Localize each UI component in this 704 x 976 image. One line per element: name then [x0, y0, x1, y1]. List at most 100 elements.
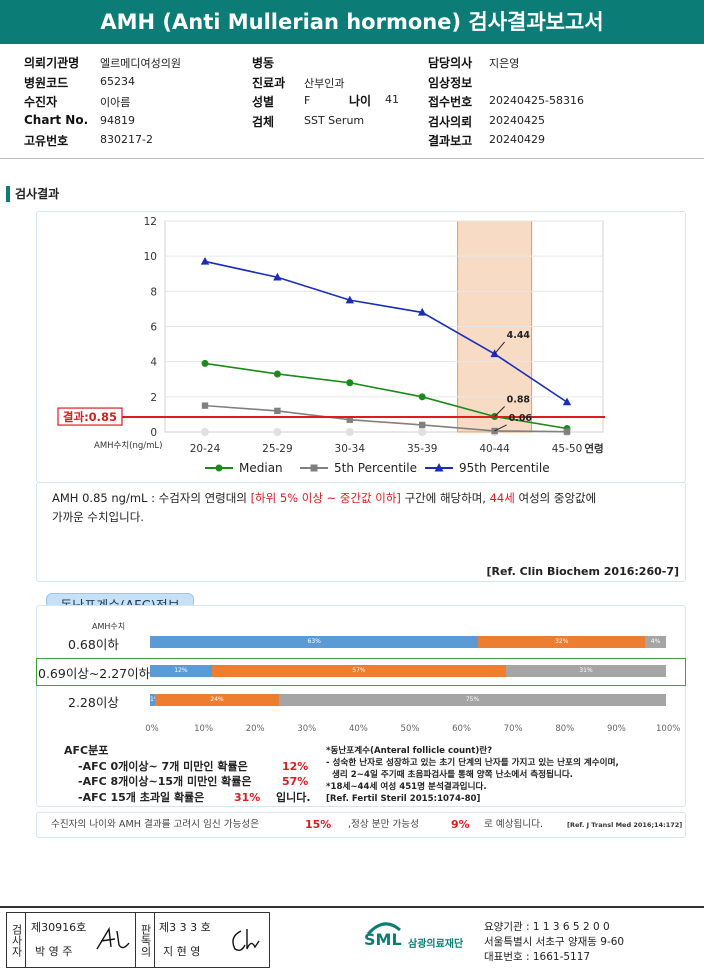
sml-logo-mark	[366, 922, 401, 936]
interp-suffix: 여성의 중앙값에	[514, 491, 597, 505]
signature-1	[96, 926, 130, 950]
box1-label: 검사자	[7, 913, 26, 967]
header-label: 병동	[252, 56, 275, 70]
y-tick-label: 2	[150, 392, 157, 404]
header-value: 이아름	[100, 96, 131, 109]
header-value: 20240425	[489, 113, 545, 127]
pregnancy-panel: 수진자의 나이와 AMH 결과를 고려시 임신 가능성은 15% ,정상 분만 …	[36, 812, 686, 838]
header-label: 고유번호	[24, 134, 69, 148]
data-point	[418, 393, 426, 401]
data-label-leader	[494, 424, 507, 432]
series-line	[204, 362, 568, 430]
interp-reference: [Ref. Clin Biochem 2016:260-7]	[486, 565, 679, 578]
afc-bar-segment: 63%	[150, 636, 479, 648]
x-axis-suffix: 연령	[584, 442, 603, 455]
x-axis-dot	[273, 428, 282, 436]
afc-dist-text: -AFC 15개 초과일 확률은	[78, 790, 205, 804]
data-label: 0.88	[507, 395, 531, 406]
interp-line2: 가까운 수치입니다.	[52, 510, 144, 524]
y-tick-label: 6	[150, 322, 157, 334]
interp-mid: 구간에 해당하며,	[400, 491, 490, 505]
header-label: 성별	[252, 95, 275, 109]
header-label: 진료과	[252, 75, 286, 90]
data-label-leader	[494, 406, 505, 417]
header-value: 산부인과	[304, 76, 345, 90]
header-label: 임상정보	[428, 75, 473, 90]
afc-dist-value: 12%	[282, 759, 309, 773]
afc-bar-segment: 75%	[279, 694, 666, 706]
afc-dist-title: AFC분포	[64, 744, 109, 757]
data-point	[273, 370, 281, 378]
data-point	[563, 428, 571, 435]
data-point	[274, 407, 281, 415]
afc-bar: 1%24%75%	[150, 694, 666, 706]
afc-bar-segment: 57%	[211, 665, 507, 677]
header-value: SST Serum	[304, 113, 365, 127]
data-point	[200, 256, 210, 265]
y-tick-label: 12	[144, 216, 157, 228]
age-label: 나이	[349, 94, 372, 108]
afc-x-tick: 0%	[145, 724, 159, 734]
x-axis-dot	[418, 428, 427, 436]
interp-age: 44세	[489, 491, 515, 505]
header-label: 수진자	[24, 95, 58, 109]
sml-logo: SML 삼광의료재단	[364, 920, 484, 956]
data-label: 0.06	[509, 413, 533, 424]
preg-text-3: 로 예상됩니다.	[484, 819, 544, 830]
series-line	[204, 404, 568, 433]
afc-x-tick: 50%	[400, 724, 420, 734]
data-label-leader	[494, 341, 505, 355]
y-tick-label: 10	[144, 251, 157, 263]
data-point	[345, 295, 354, 304]
afc-note-line: - 성숙한 난자로 성장하고 있는 초기 단계의 난자를 가지고 있는 난포의 …	[326, 758, 619, 768]
afc-x-tick: 10%	[194, 724, 214, 734]
header-value: 엘르메디여성의원	[100, 57, 181, 70]
box2-name: 지 현 영	[163, 945, 201, 958]
afc-bar-segment: 32%	[478, 636, 646, 648]
afc-bar: 12% 57% 31%	[150, 665, 666, 677]
logo-org-text: 삼광의료재단	[408, 939, 464, 950]
y-tick-label: 8	[150, 286, 157, 298]
afc-bar-segment: 31%	[506, 665, 666, 677]
afc-dist-line: -AFC 0개이상~ 7개 미만인 확률은 12%	[64, 759, 324, 775]
header-label: 검사의뢰	[428, 114, 473, 129]
legend-label: Median	[239, 461, 283, 475]
interpretation-panel: AMH 0.85 ng/mL : 수검자의 연령대의 [하위 5% 이상 ~ 중…	[36, 482, 686, 582]
afc-dist-tail: 입니다.	[276, 790, 311, 804]
afc-bar-segment: 24%	[155, 694, 279, 706]
afc-dist-text: -AFC 0개이상~ 7개 미만인 확률은	[78, 759, 248, 773]
afc-row-label: 0.68이하	[68, 637, 119, 652]
afc-axis-title: AMH수치	[92, 622, 126, 631]
afc-note-line: *동난포계수(Anteral follicle count)란?	[326, 746, 493, 756]
afc-bar: 63% 32% 4%	[150, 636, 666, 648]
afc-x-tick: 70%	[503, 724, 523, 734]
preg-text-1: 수진자의 나이와 AMH 결과를 고려시 임신 가능성은	[51, 819, 260, 830]
data-point	[201, 402, 209, 409]
y-axis-label: AMH수치(ng/mL)	[94, 441, 162, 451]
afc-x-tick: 30%	[297, 724, 317, 734]
x-tick-label: 30-34	[335, 443, 366, 455]
afc-bar-segment: 4%	[645, 636, 666, 648]
afc-note-line: [Ref. Fertil Steril 2015:1074-80]	[326, 794, 481, 804]
header-label: 검체	[252, 114, 275, 129]
box1-no: 제30916호	[31, 921, 87, 934]
org-info-line: 요양기관 : 1 1 3 6 5 2 0 0	[484, 921, 610, 933]
result-label-box	[57, 407, 123, 426]
afc-dist-line: -AFC 15개 초과일 확률은 31% 입니다.	[64, 790, 324, 806]
series-line	[204, 260, 568, 403]
afc-dist-value: 31%	[234, 790, 261, 804]
afc-dist: AFC분포 -AFC 0개이상~ 7개 미만인 확률은 12% -AFC 8개이상~…	[64, 743, 324, 805]
afc-dist-value: 57%	[282, 775, 309, 788]
x-tick-label: 20-24	[190, 443, 221, 455]
interp-prefix: AMH 0.85 ng/mL : 수검자의 연령대의	[52, 491, 251, 505]
afc-x-tick: 60%	[452, 724, 472, 734]
header-value: 830217-2	[100, 133, 153, 146]
data-point	[419, 421, 426, 429]
interpretation-text: AMH 0.85 ng/mL : 수검자의 연령대의 [하위 5% 이상 ~ 중…	[52, 489, 677, 527]
afc-notes: *동난포계수(Anteral follicle count)란? - 성숙한 난자…	[326, 745, 676, 805]
afc-note-line: 생리 2~4일 주기때 초음파검사를 통해 양쪽 난소에서 측정됩니다.	[326, 770, 574, 780]
header-label: Chart No.	[24, 112, 89, 127]
header-info: 의뢰기관명 엘르메디여성의원 병원코드 65234 수진자 이아름 Chart No. 948…	[0, 44, 704, 154]
header-label: 담당의사	[428, 56, 473, 70]
header-value: 94819	[100, 113, 135, 127]
